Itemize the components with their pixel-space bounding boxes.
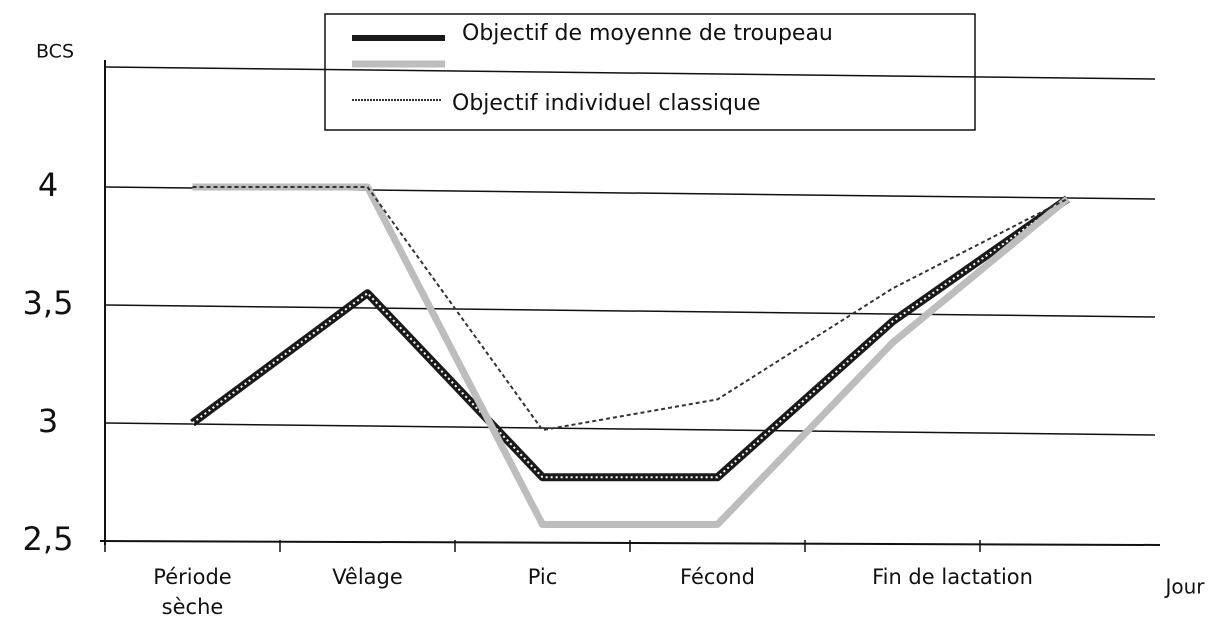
y-axis-label: BCS xyxy=(36,41,74,63)
x-tick-label: Période sèche xyxy=(153,565,232,619)
series-line xyxy=(192,183,1070,528)
x-tick-label: Pic xyxy=(527,565,558,589)
frame-line xyxy=(104,66,1156,80)
series-line xyxy=(192,186,1068,432)
y-tick-label: 3,5 xyxy=(23,284,74,322)
x-tick-label: Fécond xyxy=(680,565,755,589)
legend-box xyxy=(324,13,976,131)
grid-line xyxy=(104,422,1156,436)
grid-line xyxy=(104,304,1156,318)
series-line xyxy=(190,195,1070,482)
legend-label: Objectif individuel classique xyxy=(452,91,760,116)
x-tick-label: Vêlage xyxy=(332,565,403,589)
y-tick-label: 3 xyxy=(38,402,58,440)
series-line-pattern xyxy=(191,197,1069,479)
x-tick-label: Fin de lactation xyxy=(872,565,1033,589)
y-tick-label: 4 xyxy=(38,166,58,204)
legend-label: Objectif de moyenne de troupeau xyxy=(462,21,833,46)
y-tick-label: 2,5 xyxy=(23,520,74,558)
x-axis-label: Jour xyxy=(1163,575,1205,599)
legend: Objectif de moyenne de troupeau Objectif … xyxy=(324,13,976,131)
